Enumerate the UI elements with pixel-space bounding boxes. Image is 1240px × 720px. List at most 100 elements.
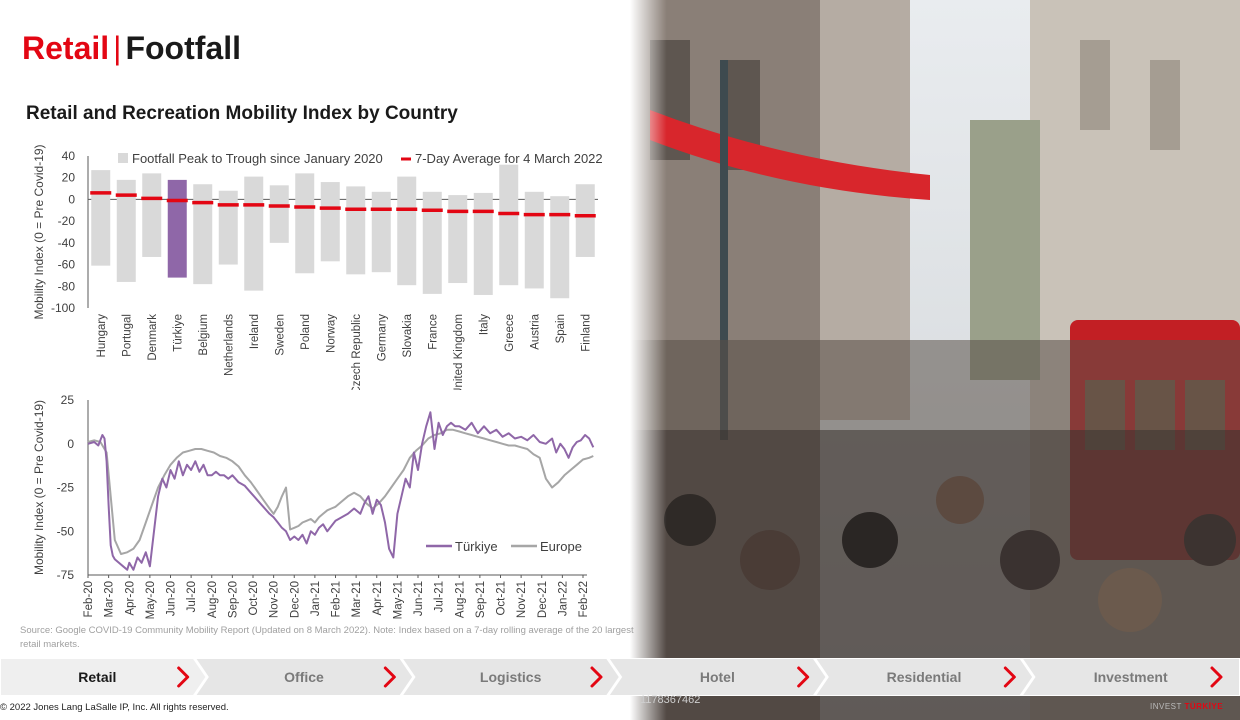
bar-range	[371, 191, 391, 273]
line-x-tick-label: Jan-22	[557, 581, 569, 616]
bar-category-label: Slovakia	[402, 313, 414, 357]
line-y-axis-label: Mobility Index (0 = Pre Covid-19)	[32, 400, 46, 575]
line-x-tick-label: Jun-21	[413, 581, 425, 616]
bar-range	[448, 195, 468, 284]
line-x-tick-label: Jun-20	[166, 581, 178, 616]
bar-range	[575, 184, 595, 257]
line-x-tick-label: Apr-21	[372, 581, 384, 616]
content-panel	[0, 0, 640, 720]
bar-range	[269, 185, 289, 243]
nav-item-bg	[1020, 658, 1240, 696]
bar-range	[116, 179, 136, 282]
title-separator: |	[113, 30, 122, 66]
bar-y-tick-label: -60	[58, 258, 76, 272]
bar-category-label: Netherlands	[223, 314, 235, 376]
line-x-tick-label: Feb-21	[331, 581, 343, 617]
line-x-tick-label: Feb-22	[578, 581, 590, 617]
bar-range	[142, 173, 162, 257]
bar-category-label: Germany	[376, 314, 388, 362]
bar-range	[473, 192, 493, 295]
chevron-right-icon	[1003, 666, 1016, 688]
line-x-tick-label: Aug-21	[454, 581, 466, 618]
line-y-tick-label: -25	[57, 481, 75, 495]
bar-range	[397, 176, 417, 286]
bar-range	[550, 196, 570, 299]
line-y-tick-label: 25	[61, 393, 75, 407]
line-y-tick-label: -50	[57, 524, 75, 538]
bar-category-label: Czech Republic	[351, 314, 363, 390]
bar-y-axis-label: Mobility Index (0 = Pre Covid-19)	[32, 144, 46, 319]
line-x-tick-label: May-20	[145, 581, 157, 619]
line-x-tick-label: Sep-20	[227, 581, 239, 618]
bar-category-label: Hungary	[96, 314, 108, 358]
bar-y-tick-label: -20	[58, 214, 76, 228]
bar-category-label: Norway	[325, 314, 337, 353]
brand-a: INVEST	[1150, 702, 1182, 711]
nav-item-logistics[interactable]: Logistics	[400, 658, 622, 696]
line-x-tick-label: May-21	[392, 581, 404, 619]
bar-category-label: Sweden	[274, 314, 286, 356]
line-x-tick-label: Nov-20	[269, 581, 281, 618]
nav-item-label: Investment	[1094, 669, 1168, 685]
brand-b: TÜRKİYE	[1184, 702, 1224, 711]
bar-range	[244, 176, 264, 291]
chevron-right-icon	[590, 666, 603, 688]
line-x-tick-label: Jul-20	[186, 581, 198, 612]
page-title: Retail | Footfall	[22, 30, 241, 67]
legend-label-avg: 7-Day Average for 4 March 2022	[415, 151, 603, 166]
line-x-tick-label: Apr-20	[124, 581, 136, 616]
bar-chart: 40 20 0 -20 -40 -60 -80 -100 Mobility Index (0 =…	[32, 144, 603, 390]
bar-category-label: Belgium	[198, 314, 210, 356]
line-x-tick-label: Oct-20	[248, 581, 260, 616]
bar-range	[91, 170, 111, 266]
bar-range	[193, 184, 213, 285]
bar-category-label: Finland	[580, 314, 592, 352]
line-x-tick-label: Nov-21	[516, 581, 528, 618]
bar-y-tick-label: 20	[62, 171, 76, 185]
topic-label: Footfall	[125, 30, 241, 66]
bar-range	[346, 186, 366, 275]
nav-item-label: Retail	[78, 669, 116, 685]
chevron-right-icon	[797, 666, 810, 688]
bar-range	[422, 191, 442, 294]
bar-y-tick-label: -40	[58, 236, 76, 250]
bar-category-label: Portugal	[121, 314, 133, 357]
chevron-right-icon	[177, 666, 190, 688]
chevron-right-icon	[1210, 666, 1223, 688]
series-line-turkiye	[87, 411, 595, 571]
chart-subtitle: Retail and Recreation Mobility Index by …	[26, 103, 458, 124]
line-x-tick-label: Aug-20	[207, 581, 219, 618]
bar-category-label: Poland	[300, 314, 312, 350]
nav-item-office[interactable]: Office	[193, 658, 415, 696]
bar-category-label: Türkiye	[172, 314, 184, 352]
nav-item-residential[interactable]: Residential	[813, 658, 1035, 696]
nav-item-bg	[606, 658, 828, 696]
legend-label-europe: Europe	[540, 539, 582, 554]
legend-label-turkiye: Türkiye	[455, 539, 498, 554]
line-x-tick-label: Oct-21	[496, 581, 508, 616]
bar-category-label: Italy	[478, 314, 490, 335]
bar-range	[320, 182, 340, 262]
section-nav: Retail Office Logistics Hotel Residential Inv…	[0, 658, 1240, 696]
bar-y-tick-label: 0	[68, 192, 75, 206]
series-line-europe	[87, 428, 594, 555]
legend-swatch-range	[118, 153, 128, 163]
nav-item-bg	[813, 658, 1035, 696]
nav-item-label: Hotel	[700, 669, 735, 685]
bar-category-label: Greece	[504, 314, 516, 352]
stock-id: 1178367462	[640, 694, 701, 706]
bar-category-label: United Kingdom	[453, 314, 465, 390]
bar-range	[295, 173, 315, 274]
nav-item-hotel[interactable]: Hotel	[606, 658, 828, 696]
line-y-tick-label: -75	[57, 568, 75, 582]
bar-category-label: Austria	[529, 313, 541, 349]
nav-item-retail[interactable]: Retail	[0, 658, 208, 696]
bar-y-tick-label: -100	[51, 301, 75, 315]
nav-item-label: Logistics	[480, 669, 542, 685]
line-x-tick-label: Feb-20	[83, 581, 95, 617]
bar-category-label: Denmark	[147, 314, 159, 361]
line-x-tick-label: Mar-20	[104, 581, 116, 617]
nav-item-investment[interactable]: Investment	[1020, 658, 1240, 696]
source-note: Source: Google COVID-19 Community Mobili…	[20, 625, 634, 650]
nav-item-bg	[193, 658, 415, 696]
